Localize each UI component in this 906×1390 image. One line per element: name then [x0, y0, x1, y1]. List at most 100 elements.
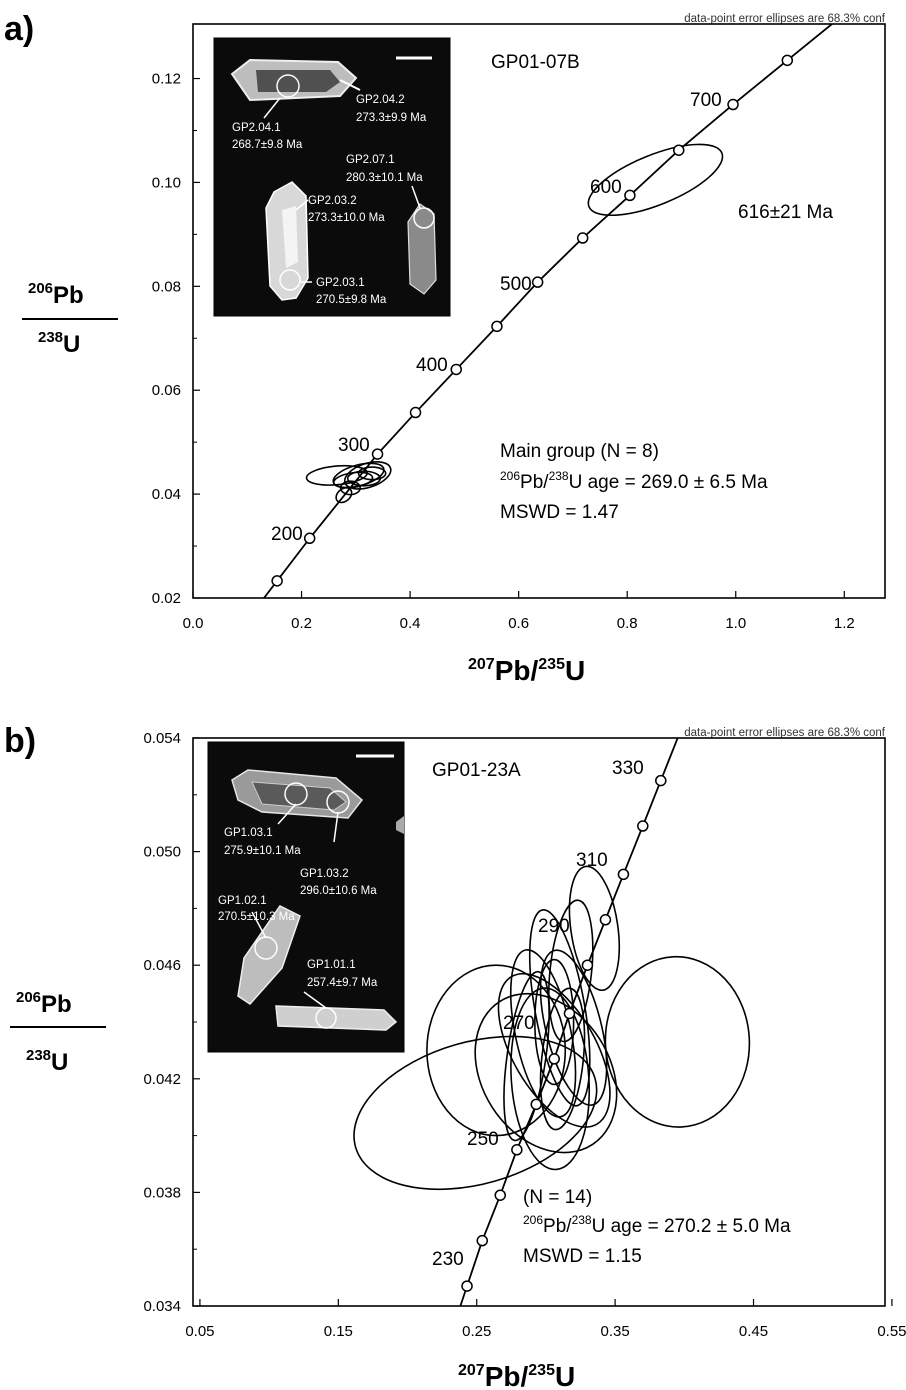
panel-b-error-ellipse — [568, 865, 621, 992]
panel-a-x-tick-label: 1.2 — [834, 615, 855, 632]
panel-b-stats-line3: MSWD = 1.15 — [523, 1246, 642, 1267]
panel-a-concordia-age-marker — [727, 98, 739, 111]
panel-a-x-tick-label: 0.4 — [400, 615, 421, 632]
panel-a-concordia-age-marker — [531, 276, 544, 288]
panel-a-inset-label-gp2-04-1-age: 268.7±9.8 Ma — [232, 139, 303, 151]
panel-b-ylabel-num-sup: 206 — [16, 989, 41, 1006]
panel-a-leader-gp2-07-1 — [411, 185, 421, 209]
panel-b-ylabel-den-sup: 238 — [26, 1047, 51, 1064]
panel-b-leader-gp1-03-2 — [333, 811, 339, 843]
panel-a-x-tick-label: 0.0 — [183, 615, 204, 632]
panel-b-leader-gp1-02-1 — [251, 911, 267, 939]
panel-b-error-ellipse — [539, 949, 608, 1106]
panel-b-ylabel-num-text: Pb — [41, 991, 72, 1018]
panel-b-error-ellipse — [548, 899, 594, 1043]
panel-b-ylabel-den: 238U — [26, 1047, 68, 1076]
panel-a-concordia-age-marker — [303, 532, 316, 545]
panel-a-concordia-label-200: 200 — [271, 524, 303, 545]
panel-a-concordia-age-marker — [371, 448, 384, 460]
panel-b-inset-label-gp1-03-1-id: GP1.03.1 — [224, 827, 273, 839]
panel-b-x-tick-label: 0.45 — [739, 1323, 768, 1340]
panel-b-concordia-age-marker — [637, 820, 649, 832]
panel-b-x-label: 207Pb/235U — [458, 1361, 575, 1390]
panel-a-leader-gp2-03-2 — [295, 199, 309, 211]
panel-a-ylabel-num: 206Pb — [28, 280, 84, 309]
panel-b-ylabel-den-text: U — [51, 1049, 68, 1076]
panel-b-crystal-edge — [396, 816, 404, 834]
panel-a-concordia-age-marker — [491, 320, 503, 333]
panel-a-xlabel-t1: Pb/ — [495, 655, 539, 686]
panel-a-x-tick-label: 0.2 — [291, 615, 312, 632]
panel-b-concordia-age-marker — [617, 868, 630, 881]
panel-a-inset-label-gp2-03-2-age: 273.3±10.0 Ma — [308, 212, 385, 224]
panel-b-stats-sup1: 206 — [523, 1213, 543, 1227]
panel-a-ylabel-num-text: Pb — [53, 282, 84, 309]
panel-a-concordia-label-300: 300 — [338, 435, 370, 456]
panel-b-concordia-curve — [459, 738, 679, 1306]
panel-a-inset-label-gp2-07-1-age: 280.3±10.1 Ma — [346, 172, 423, 184]
panel-a-stats-b: U age = 269.0 ± 6.5 Ma — [569, 472, 768, 493]
panel-b-concordia-age-marker — [599, 914, 612, 926]
panel-b-stats-line2: 206Pb/238U age = 270.2 ± 5.0 Ma — [523, 1213, 791, 1237]
panel-a-y-tick-label: 0.12 — [152, 71, 181, 88]
panel-b-concordia-age-marker — [494, 1189, 506, 1201]
panel-b-stats-a: Pb/ — [543, 1216, 572, 1237]
panel-b-concordia-age-marker — [581, 959, 594, 971]
panel-b-stats-line1: (N = 14) — [523, 1187, 592, 1208]
panel-b-error-ellipse — [503, 970, 550, 1142]
panel-b-concordia-age-marker — [548, 1053, 560, 1065]
panel-a-inset-label-gp2-07-1-id: GP2.07.1 — [346, 154, 395, 166]
panel-a-sample-name: GP01-07B — [491, 52, 580, 73]
panel-b-concordia-label-310: 310 — [576, 850, 608, 871]
panel-a-ylabel-den: 238U — [38, 329, 80, 358]
panel-a-stats-sup2: 238 — [549, 469, 569, 483]
panel-b-error-ellipse — [534, 958, 575, 1086]
panel-a-y-tick-label: 0.04 — [152, 486, 181, 503]
panel-b-inset-label-gp1-03-1-age: 275.9±10.1 Ma — [224, 845, 301, 857]
panel-a-inset-cl-image: GP2.04.2 273.3±9.9 Ma GP2.04.1 268.7±9.8… — [213, 37, 451, 317]
panel-b-concordia-label-290: 290 — [538, 916, 570, 937]
panel-a-age-annotation: 616±21 Ma — [738, 202, 833, 223]
panel-b-concordia-label-230: 230 — [432, 1249, 464, 1270]
panel-a-stats: Main group (N = 8) 206Pb/238U age = 269.… — [500, 441, 768, 523]
panel-b-xlabel-sup1: 207 — [458, 1362, 485, 1379]
panel-a-concordia-age-marker — [576, 232, 589, 244]
panel-a-error-ellipse — [339, 480, 361, 496]
panel-b-y-tick-label: 0.050 — [143, 844, 181, 861]
panel-b-y-tick-label: 0.038 — [143, 1184, 181, 1201]
panel-a-spot-gp2-03-1 — [279, 269, 301, 291]
panel-a-error-ellipse — [587, 143, 724, 217]
panel-a-inset-label-gp2-04-1-id: GP2.04.1 — [232, 122, 281, 134]
panel-b-xlabel-t1: Pb/ — [485, 1361, 529, 1390]
panel-b-error-ellipse — [426, 964, 567, 1137]
panel-b-concordia-age-marker — [511, 1144, 523, 1156]
panel-b-concordia-label-250: 250 — [467, 1129, 499, 1150]
panel-a-stats-line3: MSWD = 1.47 — [500, 502, 619, 523]
panel-b-crystal-left — [237, 905, 301, 1005]
panel-b-error-note: data-point error ellipses are 68.3% conf — [684, 727, 886, 739]
panel-a-xlabel-t2: U — [565, 655, 585, 686]
panel-a-leader-gp2-04-2 — [339, 79, 361, 91]
panel-a-y-tick-label: 0.10 — [152, 174, 181, 191]
panel-a-concordia-label-400: 400 — [416, 355, 448, 376]
panel-b-xlabel-sup2: 235 — [528, 1362, 555, 1379]
panel-b-y-ticks: 0.034 0.038 0.042 0.046 0.050 0.054 — [143, 730, 200, 1315]
panel-a-error-ellipse — [357, 466, 387, 481]
panel-a-stats-sup1: 206 — [500, 469, 520, 483]
panel-a-concordia-curve — [262, 24, 834, 598]
panel-b-plot-area — [353, 738, 751, 1306]
panel-a-y-label: 206Pb 238U — [22, 280, 118, 358]
panel-b-ylabel-num: 206Pb — [16, 989, 72, 1018]
panel-b-stats-b: U age = 270.2 ± 5.0 Ma — [592, 1216, 791, 1237]
panel-b-xlabel-t2: U — [555, 1361, 575, 1390]
panel-a-x-tick-label: 0.8 — [617, 615, 638, 632]
panel-a-spot-gp2-07-1 — [413, 207, 435, 229]
panel-b-error-ellipse — [510, 987, 591, 1171]
panel-b-inset-label-gp1-03-2-id: GP1.03.2 — [300, 868, 349, 880]
panel-b-y-tick-label: 0.034 — [143, 1298, 181, 1315]
panel-b-inset-label-gp1-02-1-id: GP1.02.1 — [218, 895, 267, 907]
panel-b-inset-cl-image: GP1.03.1 275.9±10.1 Ma GP1.03.2 296.0±10… — [207, 741, 405, 1053]
panel-a-stats-line2: 206Pb/238U age = 269.0 ± 6.5 Ma — [500, 469, 768, 493]
panel-a-concordia-age-marker — [781, 54, 794, 67]
panel-a-error-note: data-point error ellipses are 68.3% conf — [684, 13, 886, 25]
